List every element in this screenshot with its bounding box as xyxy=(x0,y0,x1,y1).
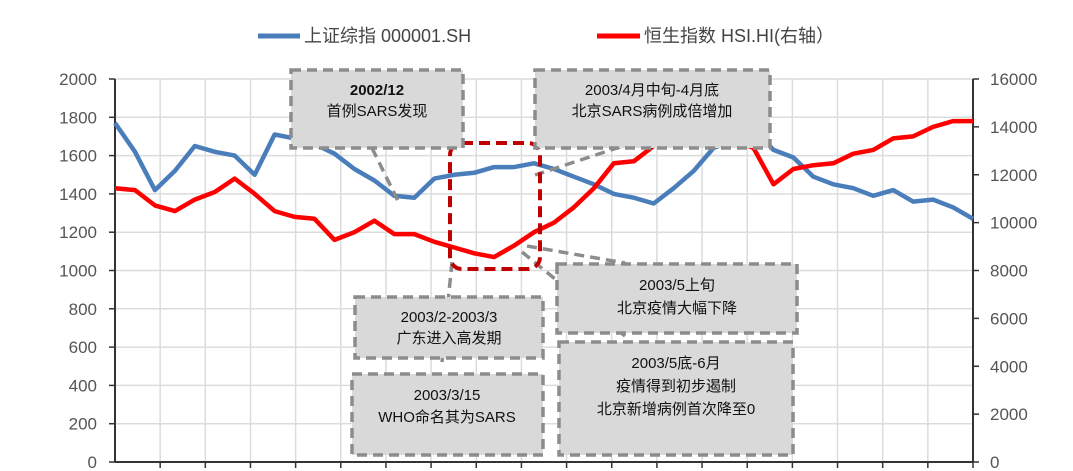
y-right-tick-label: 10000 xyxy=(990,214,1037,233)
leader-line xyxy=(370,147,402,206)
annotation-text: 首例SARS发现 xyxy=(327,103,428,120)
legend: 上证综指 000001.SH 恒生指数 HSI.HI(右轴） xyxy=(258,26,834,46)
annotation-text: 疫情得到初步遏制 xyxy=(616,378,736,395)
y-right-tick-label: 0 xyxy=(990,453,999,471)
y-right-tick-label: 14000 xyxy=(990,118,1037,137)
y-left-tick-label: 2000 xyxy=(59,70,97,89)
annotation-text: WHO命名其为SARS xyxy=(378,408,516,426)
shanghai-composite-line xyxy=(113,121,975,221)
leader-line xyxy=(526,244,626,265)
y-left-tick-label: 1400 xyxy=(59,185,97,204)
annotation-text: 北京SARS病例成倍增加 xyxy=(572,103,733,120)
y-right-tick-label: 16000 xyxy=(990,70,1037,89)
annotation-beijing-cases-double: 2003/4月中旬-4月底 北京SARS病例成倍增加 xyxy=(533,68,772,150)
annotation-title: 2003/5底-6月 xyxy=(631,355,720,372)
y-right-tick-label: 4000 xyxy=(990,357,1028,376)
axes: 0 200 400 600 800 1000 1200 1400 1600 1800 2000 0 20… xyxy=(59,70,1037,471)
legend-label-shanghai: 上证综指 000001.SH xyxy=(304,26,471,46)
annotation-containment: 2003/5底-6月 疫情得到初步遏制 北京新增病例首次降至0 xyxy=(557,340,795,457)
highlight-box xyxy=(448,141,542,271)
annotation-text: 北京新增病例首次降至0 xyxy=(597,401,755,418)
y-left-tick-label: 600 xyxy=(69,338,97,357)
hang-seng-line xyxy=(114,111,973,260)
annotation-title: 2003/3/15 xyxy=(414,387,481,404)
y-right-tick-label: 2000 xyxy=(990,405,1028,424)
annotation-guangdong-peak: 2003/2-2003/3 广东进入高发期 xyxy=(353,295,545,360)
y-right-tick-label: 8000 xyxy=(990,262,1028,281)
annotation-who-naming: 2003/3/15 WHO命名其为SARS xyxy=(350,372,545,457)
annotation-text: 广东进入高发期 xyxy=(396,330,501,347)
y-left-tick-label: 0 xyxy=(88,453,97,471)
annotation-title: 2003/2-2003/3 xyxy=(401,309,498,326)
annotation-title: 2003/4月中旬-4月底 xyxy=(585,82,719,99)
legend-label-hsi: 恒生指数 HSI.HI(右轴） xyxy=(644,26,834,46)
y-left-tick-label: 1000 xyxy=(59,262,97,281)
y-right-tick-label: 12000 xyxy=(990,166,1037,185)
y-left-tick-label: 800 xyxy=(69,300,97,319)
series-lines xyxy=(113,111,975,260)
y-left-tick-label: 1600 xyxy=(59,147,97,166)
annotation-beijing-decline: 2003/5上旬 北京疫情大幅下降 xyxy=(555,262,799,335)
y-left-tick-label: 1200 xyxy=(59,223,97,242)
annotation-text: 北京疫情大幅下降 xyxy=(617,300,737,317)
y-left-tick-label: 200 xyxy=(69,415,97,434)
annotation-title: 2002/12 xyxy=(350,82,404,99)
annotation-title: 2003/5上旬 xyxy=(639,277,715,294)
annotation-sars-first-case: 2002/12 首例SARS发现 xyxy=(289,68,465,150)
y-right-tick-label: 6000 xyxy=(990,309,1028,328)
y-left-tick-label: 400 xyxy=(69,376,97,395)
y-left-tick-label: 1800 xyxy=(59,108,97,127)
